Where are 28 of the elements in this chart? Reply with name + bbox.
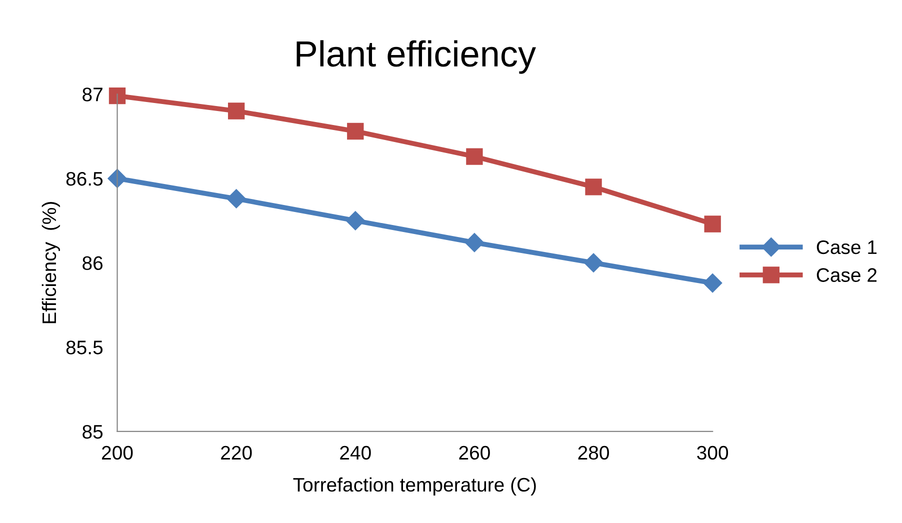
x-tick-label: 280 (578, 446, 609, 460)
x-tick-label: 240 (340, 446, 371, 460)
point (226, 189, 246, 208)
chart-title: Plant efficiency (296, 40, 536, 74)
x-tick-label: 300 (697, 446, 728, 460)
y-tick-label: 86 (82, 256, 103, 270)
legend-label: Case 2 (816, 268, 877, 282)
y-tick-label: 87 (82, 88, 102, 102)
legend-label: Case 1 (816, 240, 877, 254)
x-tick-label: 220 (221, 446, 252, 460)
point (346, 211, 365, 230)
point (108, 168, 127, 188)
point (703, 274, 722, 293)
point (585, 178, 602, 196)
point (704, 216, 721, 232)
y-tick-label: 85 (82, 424, 103, 439)
point (464, 233, 484, 252)
y-tick-label: 85.5 (66, 340, 103, 354)
x-axis-title: Torrefaction temperature (C) (293, 477, 536, 496)
x-tick-label: 200 (102, 446, 133, 460)
y-tick-label: 86.5 (66, 172, 103, 186)
point (108, 87, 126, 104)
point (466, 148, 483, 165)
point (347, 122, 364, 140)
point (584, 253, 604, 272)
x-tick-label: 260 (459, 446, 490, 460)
point (228, 102, 245, 120)
y-axis-title: Efficiency (%) (42, 202, 60, 324)
